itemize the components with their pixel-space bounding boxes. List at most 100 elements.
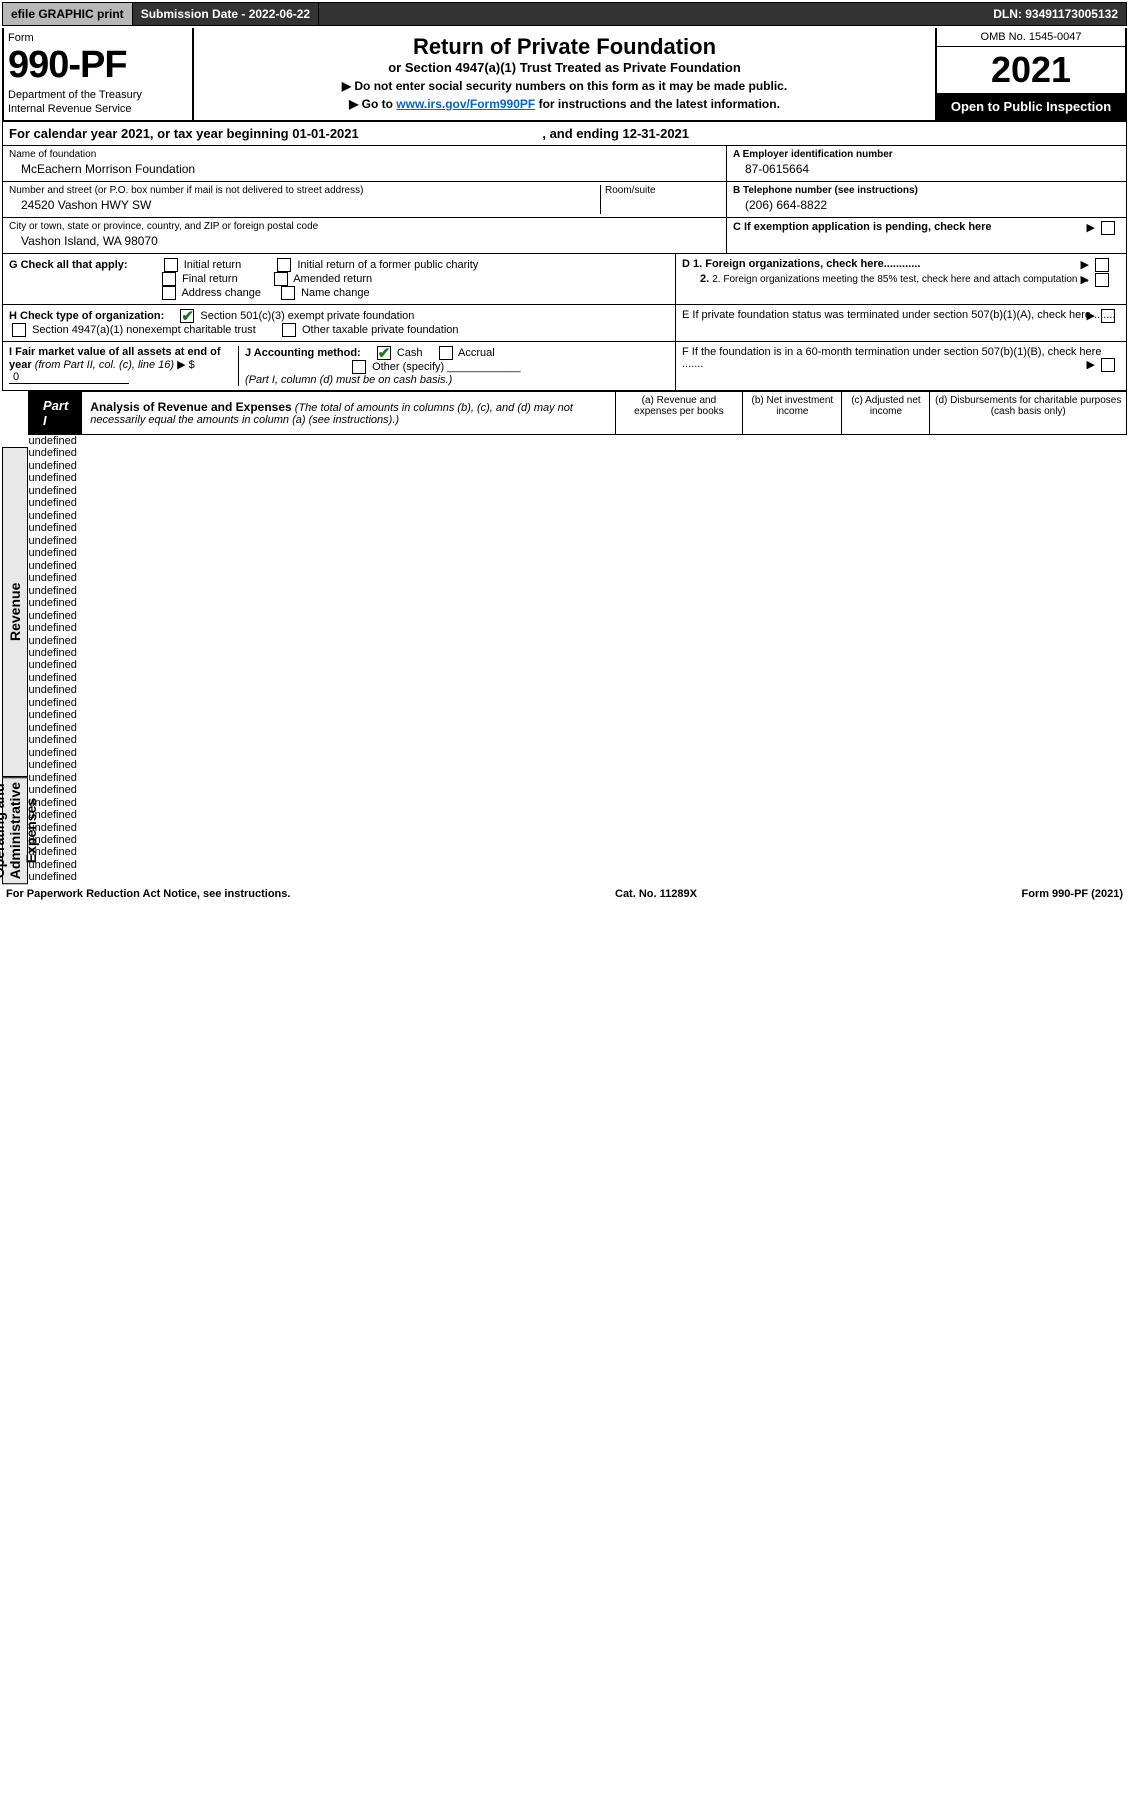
dept-treasury: Department of the Treasury xyxy=(8,89,188,101)
j-cash-checkbox[interactable] xyxy=(377,346,391,360)
g-final-checkbox[interactable] xyxy=(162,272,176,286)
identity-grid: Name of foundation McEachern Morrison Fo… xyxy=(2,146,1127,254)
cat-number: Cat. No. 11289X xyxy=(615,888,697,900)
d1-checkbox[interactable] xyxy=(1095,258,1109,272)
addr-label: Number and street (or P.O. box number if… xyxy=(9,185,600,196)
g-opt-0: Initial return xyxy=(184,259,241,271)
c-label: C If exemption application is pending, c… xyxy=(733,221,992,233)
side-labels: Revenue Operating and Administrative Exp… xyxy=(2,391,28,884)
paperwork-notice: For Paperwork Reduction Act Notice, see … xyxy=(6,888,290,900)
g-initial-former-checkbox[interactable] xyxy=(277,258,291,272)
j-opt-2: Other (specify) xyxy=(372,361,444,373)
form-note-ssn: ▶ Do not enter social security numbers o… xyxy=(200,79,929,93)
cal-pre: For calendar year 2021, or tax year begi… xyxy=(9,126,292,141)
exemption-checkbox[interactable] xyxy=(1101,221,1115,235)
form-title: Return of Private Foundation xyxy=(200,34,929,60)
section-d: D 1. Foreign organizations, check here..… xyxy=(676,254,1126,304)
j-note: (Part I, column (d) must be on cash basi… xyxy=(245,374,452,386)
address-cell: Number and street (or P.O. box number if… xyxy=(3,182,726,218)
h-opt-2: Other taxable private foundation xyxy=(302,324,459,336)
g-name-checkbox[interactable] xyxy=(281,286,295,300)
part1-desc: Analysis of Revenue and Expenses (The to… xyxy=(82,396,614,430)
open-inspection-label: Open to Public Inspection xyxy=(937,93,1125,120)
phone-value: (206) 664-8822 xyxy=(733,196,1120,214)
col-a-header: (a) Revenue and expenses per books xyxy=(615,392,743,435)
efile-print-button[interactable]: efile GRAPHIC print xyxy=(3,3,133,25)
section-g: G Check all that apply: Initial return I… xyxy=(3,254,676,304)
form-number: 990-PF xyxy=(8,44,188,87)
section-e: E If private foundation status was termi… xyxy=(676,305,1126,341)
h-501c3-checkbox[interactable] xyxy=(180,309,194,323)
g-address-checkbox[interactable] xyxy=(162,286,176,300)
foundation-name: McEachern Morrison Foundation xyxy=(9,160,720,178)
j-label: J Accounting method: xyxy=(245,347,361,359)
f-label: F If the foundation is in a 60-month ter… xyxy=(682,346,1101,370)
dln-label: DLN: 93491173005132 xyxy=(985,3,1126,25)
part1-wrap: Revenue Operating and Administrative Exp… xyxy=(0,391,1129,884)
g-amended-checkbox[interactable] xyxy=(274,272,288,286)
f-checkbox[interactable] xyxy=(1101,358,1115,372)
form-header-left: Form 990-PF Department of the Treasury I… xyxy=(4,28,194,120)
h-label: H Check type of organization: xyxy=(9,310,164,322)
h-opt-0: Section 501(c)(3) exempt private foundat… xyxy=(200,310,414,322)
form-header: Form 990-PF Department of the Treasury I… xyxy=(2,28,1127,122)
part1-label: Part I xyxy=(29,392,82,434)
calendar-year-row: For calendar year 2021, or tax year begi… xyxy=(2,122,1127,146)
note2-pre: ▶ Go to xyxy=(349,97,396,111)
side-revenue: Revenue xyxy=(2,447,28,777)
form-note-link: ▶ Go to www.irs.gov/Form990PF for instru… xyxy=(200,97,929,111)
col-b-header: (b) Net investment income xyxy=(743,392,842,435)
g-opt-2: Final return xyxy=(182,273,238,285)
d2-label: 2. Foreign organizations meeting the 85%… xyxy=(712,274,1088,285)
name-label: Name of foundation xyxy=(9,149,720,160)
cal-end: 12-31-2021 xyxy=(623,126,690,141)
tax-year: 2021 xyxy=(937,47,1125,93)
city-state-zip: Vashon Island, WA 98070 xyxy=(9,232,720,250)
top-bar: efile GRAPHIC print Submission Date - 20… xyxy=(2,2,1127,26)
g-h-row: G Check all that apply: Initial return I… xyxy=(2,254,1127,305)
note2-post: for instructions and the latest informat… xyxy=(535,97,780,111)
col-c-header: (c) Adjusted net income xyxy=(842,392,930,435)
g-label: G Check all that apply: xyxy=(9,259,128,271)
submission-date-label: Submission Date - 2022-06-22 xyxy=(133,3,319,25)
city-label: City or town, state or province, country… xyxy=(9,221,720,232)
form-subtitle: or Section 4947(a)(1) Trust Treated as P… xyxy=(200,60,929,75)
side-expenses: Operating and Administrative Expenses xyxy=(2,777,28,884)
j-other-checkbox[interactable] xyxy=(352,360,366,374)
instructions-link[interactable]: www.irs.gov/Form990PF xyxy=(396,97,535,111)
h-e-row: H Check type of organization: Section 50… xyxy=(2,305,1127,342)
col-d-header: (d) Disbursements for charitable purpose… xyxy=(930,392,1127,435)
form-header-center: Return of Private Foundation or Section … xyxy=(194,28,935,120)
ein-label: A Employer identification number xyxy=(733,149,1120,160)
d2-checkbox[interactable] xyxy=(1095,273,1109,287)
form-label: Form xyxy=(8,32,188,44)
foundation-name-cell: Name of foundation McEachern Morrison Fo… xyxy=(3,146,726,182)
i-label-mid: (from Part II, col. (c), line 16) xyxy=(35,359,174,371)
omb-number: OMB No. 1545-0047 xyxy=(937,28,1125,47)
j-opt-1: Accrual xyxy=(458,347,495,359)
section-f: F If the foundation is in a 60-month ter… xyxy=(676,342,1126,390)
form-ref: Form 990-PF (2021) xyxy=(1022,888,1123,900)
section-i-j: I Fair market value of all assets at end… xyxy=(3,342,676,390)
i-arrow: ▶ $ xyxy=(177,359,195,371)
g-opt-5: Name change xyxy=(301,287,370,299)
h-4947-checkbox[interactable] xyxy=(12,323,26,337)
exemption-pending-cell: C If exemption application is pending, c… xyxy=(727,218,1126,251)
e-checkbox[interactable] xyxy=(1101,309,1115,323)
phone-cell: B Telephone number (see instructions) (2… xyxy=(727,182,1126,218)
j-accrual-checkbox[interactable] xyxy=(439,346,453,360)
ein-value: 87-0615664 xyxy=(733,160,1120,178)
g-opt-4: Address change xyxy=(181,287,261,299)
page-footer: For Paperwork Reduction Act Notice, see … xyxy=(6,888,1123,900)
ein-cell: A Employer identification number 87-0615… xyxy=(727,146,1126,182)
e-label: E If private foundation status was termi… xyxy=(682,309,1116,321)
irs-label: Internal Revenue Service xyxy=(8,103,188,115)
room-suite xyxy=(605,196,720,200)
g-opt-1: Initial return of a former public charit… xyxy=(297,259,478,271)
d1-label: D 1. Foreign organizations, check here..… xyxy=(682,258,920,270)
street-address: 24520 Vashon HWY SW xyxy=(9,196,600,214)
cal-mid: , and ending xyxy=(539,126,623,141)
cal-begin: 01-01-2021 xyxy=(292,126,359,141)
g-initial-checkbox[interactable] xyxy=(164,258,178,272)
h-other-checkbox[interactable] xyxy=(282,323,296,337)
